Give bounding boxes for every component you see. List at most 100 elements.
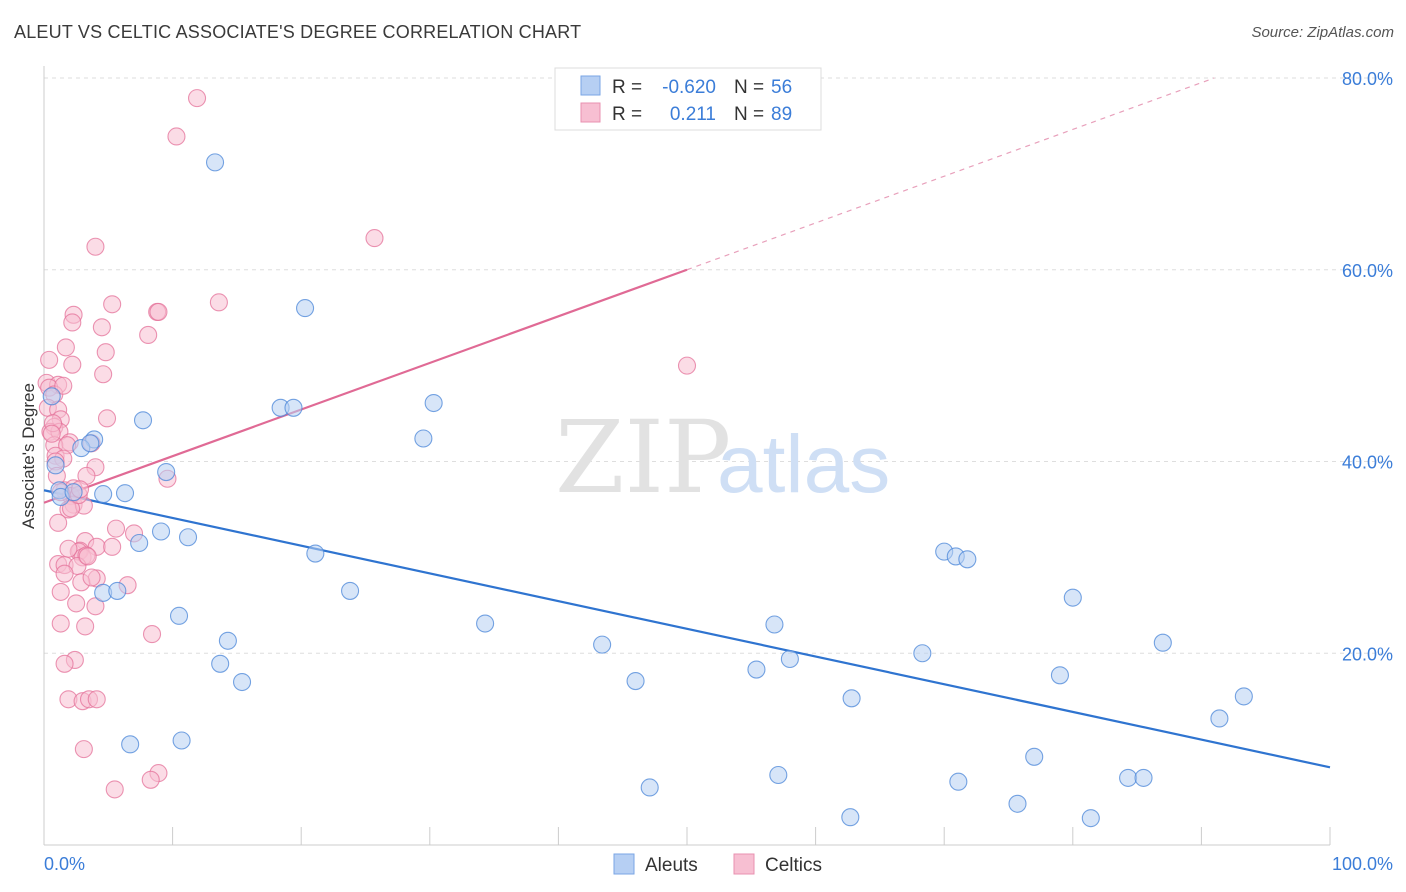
celtic-point bbox=[106, 519, 126, 538]
grid-layer bbox=[44, 77, 1394, 654]
celtic-point bbox=[40, 350, 59, 369]
legend-r-label-aleuts: R = bbox=[612, 77, 642, 98]
aleut-point bbox=[949, 772, 968, 791]
celtic-point bbox=[97, 409, 117, 428]
aleut-point bbox=[169, 606, 189, 625]
celtic-point bbox=[42, 424, 61, 443]
x-tick-label-max: 100.0% bbox=[1332, 854, 1393, 874]
bottom-legend: Aleuts Celtics bbox=[613, 853, 822, 876]
aleut-point bbox=[205, 153, 225, 172]
celtic-point bbox=[167, 127, 186, 146]
aleut-point bbox=[94, 485, 113, 504]
aleut-point bbox=[841, 808, 860, 827]
aleut-point bbox=[747, 660, 766, 679]
watermark-atlas: atlas bbox=[717, 419, 890, 510]
y-tick-label: 80.0% bbox=[1342, 69, 1393, 89]
watermark-zip: ZIP bbox=[555, 399, 731, 516]
aleut-point bbox=[1025, 747, 1044, 766]
aleut-point bbox=[178, 528, 198, 547]
aleut-point bbox=[640, 778, 659, 797]
aleut-point bbox=[284, 398, 303, 417]
aleut-point bbox=[769, 765, 788, 785]
celtic-point bbox=[55, 564, 74, 583]
aleut-point bbox=[1119, 768, 1138, 787]
celtic-point bbox=[149, 302, 168, 321]
aleut-point bbox=[151, 522, 171, 541]
aleut-point bbox=[1153, 633, 1172, 652]
celtic-point bbox=[141, 770, 160, 789]
y-axis-title: Associate's Degree bbox=[19, 383, 38, 529]
bottom-legend-swatch-aleuts bbox=[613, 853, 635, 875]
aleut-point bbox=[121, 735, 140, 754]
bottom-legend-aleuts: Aleuts bbox=[645, 855, 698, 876]
aleut-point bbox=[211, 654, 230, 673]
celtic-point bbox=[365, 229, 384, 248]
legend-n-label-celtics: N = bbox=[734, 104, 764, 125]
trend-layer bbox=[43, 77, 1331, 769]
celtic-point bbox=[54, 376, 73, 395]
legend: R = -0.620 N = 56 R = 0.211 N = 89 bbox=[554, 67, 822, 131]
aleut-point bbox=[157, 462, 176, 482]
celtic-point bbox=[92, 318, 111, 337]
celtic-point bbox=[139, 325, 158, 344]
celtic-point bbox=[103, 537, 122, 556]
celtic-point bbox=[63, 355, 82, 374]
aleut-point bbox=[765, 615, 784, 634]
y-tick-label: 40.0% bbox=[1342, 453, 1393, 473]
aleut-point bbox=[130, 533, 149, 553]
legend-swatch-aleuts bbox=[580, 75, 601, 96]
aleut-point bbox=[476, 614, 495, 633]
aleut-point bbox=[414, 429, 433, 448]
aleut-point bbox=[626, 672, 645, 691]
labels-layer: 20.0% 40.0% 60.0% 80.0% 0.0% 100.0% bbox=[44, 69, 1393, 874]
aleut-point bbox=[306, 544, 325, 563]
axes-layer bbox=[43, 66, 1331, 846]
celtic-point bbox=[51, 582, 70, 601]
aleut-point bbox=[593, 635, 612, 654]
celtic-point bbox=[63, 313, 82, 332]
aleut-point bbox=[780, 649, 799, 669]
aleut-point bbox=[81, 434, 100, 453]
celtic-point bbox=[677, 356, 697, 375]
celtics-trend-extension bbox=[686, 77, 1215, 271]
celtic-point bbox=[87, 690, 106, 709]
points-layer bbox=[37, 89, 1253, 828]
celtic-point bbox=[96, 343, 115, 362]
celtic-point bbox=[78, 547, 97, 566]
aleut-point bbox=[1134, 768, 1153, 787]
source-note: Source: ZipAtlas.com bbox=[1251, 24, 1394, 41]
celtic-point bbox=[56, 338, 75, 357]
aleut-point bbox=[42, 387, 61, 406]
aleut-point bbox=[1050, 666, 1069, 685]
legend-n-value-celtics: 89 bbox=[771, 104, 792, 125]
aleut-point bbox=[1063, 588, 1082, 607]
aleut-point bbox=[46, 456, 65, 475]
legend-r-label-celtics: R = bbox=[612, 104, 642, 125]
aleut-point bbox=[1234, 687, 1253, 706]
aleut-point bbox=[424, 393, 443, 413]
celtic-point bbox=[67, 594, 86, 613]
aleut-point bbox=[341, 581, 360, 600]
celtic-point bbox=[187, 89, 207, 108]
aleut-point bbox=[172, 731, 191, 750]
celtic-point bbox=[74, 740, 93, 759]
aleuts-trend-line bbox=[43, 489, 1331, 769]
x-tick-label-min: 0.0% bbox=[44, 854, 85, 874]
aleut-point bbox=[913, 644, 932, 663]
celtic-point bbox=[59, 539, 78, 558]
aleut-point bbox=[232, 672, 252, 692]
celtic-point bbox=[86, 237, 105, 256]
celtic-point bbox=[142, 625, 162, 644]
aleut-point bbox=[64, 483, 83, 502]
celtic-point bbox=[51, 614, 70, 633]
bottom-legend-swatch-celtics bbox=[733, 853, 755, 875]
celtic-point bbox=[86, 597, 105, 616]
aleut-point bbox=[1210, 709, 1229, 728]
celtic-point bbox=[76, 617, 95, 636]
celtics-trend-line bbox=[43, 268, 688, 504]
celtic-point bbox=[94, 365, 113, 384]
aleut-point bbox=[218, 631, 237, 650]
legend-r-value-celtics: 0.211 bbox=[670, 104, 716, 125]
aleut-point bbox=[1081, 809, 1100, 828]
